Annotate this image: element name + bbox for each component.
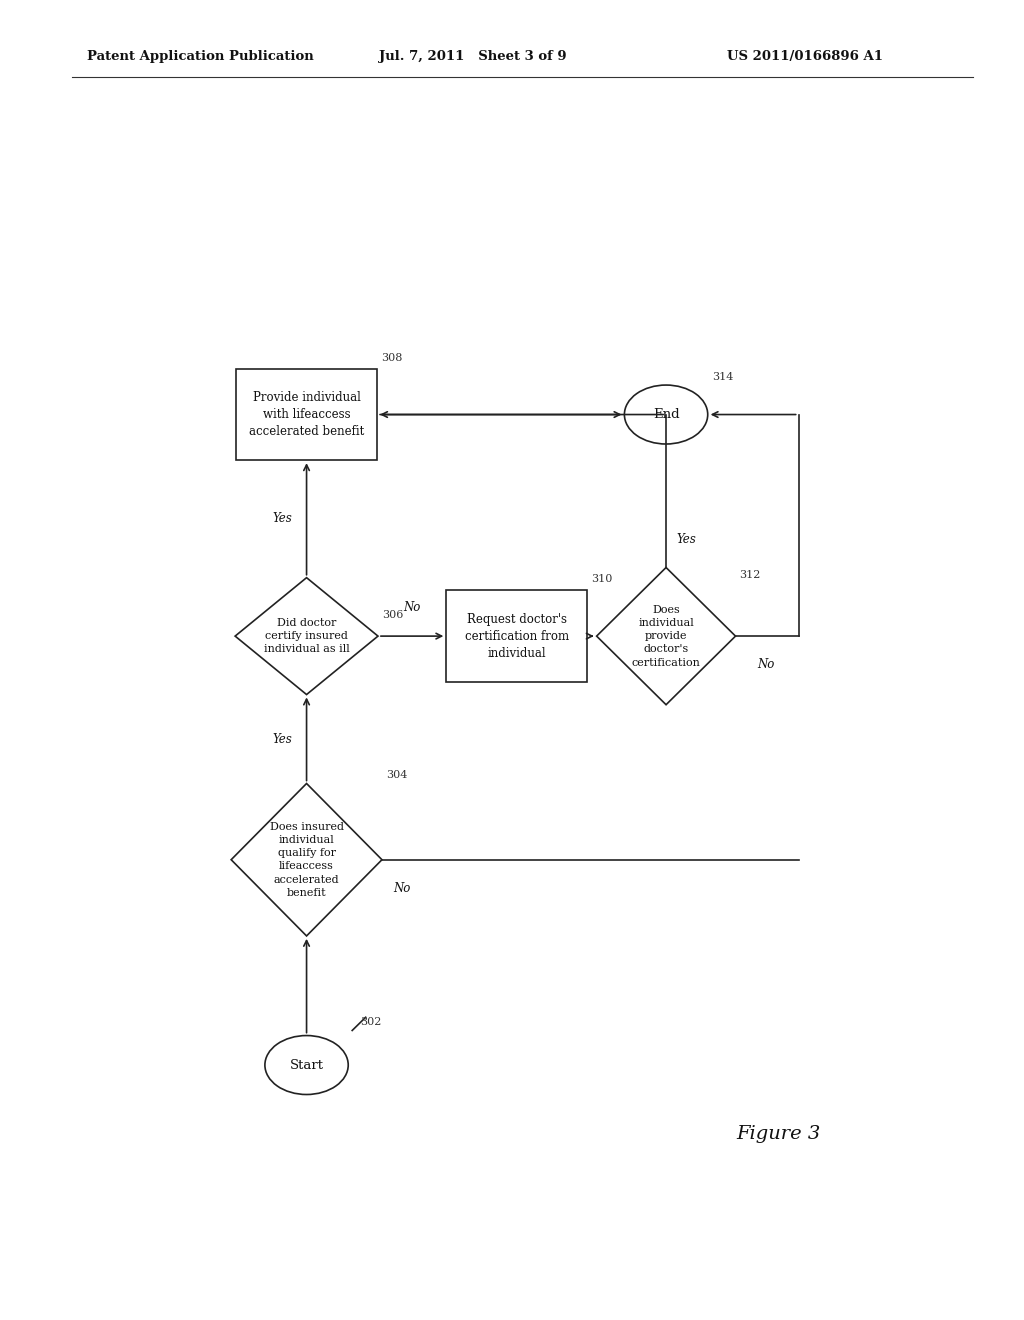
FancyBboxPatch shape (446, 590, 588, 682)
Polygon shape (236, 578, 378, 694)
Text: No: No (403, 601, 421, 614)
Polygon shape (597, 568, 735, 705)
Text: Start: Start (290, 1059, 324, 1072)
Ellipse shape (265, 1036, 348, 1094)
Text: 314: 314 (712, 372, 733, 381)
Text: 304: 304 (386, 771, 408, 780)
Ellipse shape (625, 385, 708, 444)
Text: 310: 310 (592, 574, 612, 585)
Text: 312: 312 (739, 570, 761, 579)
Text: Does insured
individual
qualify for
lifeaccess
accelerated
benefit: Does insured individual qualify for life… (269, 822, 344, 898)
Text: US 2011/0166896 A1: US 2011/0166896 A1 (727, 50, 883, 63)
Text: End: End (652, 408, 679, 421)
Polygon shape (231, 784, 382, 936)
Text: Did doctor
certify insured
individual as ill: Did doctor certify insured individual as… (264, 618, 349, 655)
Text: 306: 306 (382, 610, 403, 620)
Text: No: No (393, 882, 411, 895)
Text: Provide individual
with lifeaccess
accelerated benefit: Provide individual with lifeaccess accel… (249, 391, 365, 438)
FancyBboxPatch shape (236, 368, 377, 461)
Text: No: No (757, 659, 774, 671)
Text: Jul. 7, 2011   Sheet 3 of 9: Jul. 7, 2011 Sheet 3 of 9 (379, 50, 566, 63)
Text: Figure 3: Figure 3 (736, 1125, 821, 1143)
Text: Yes: Yes (272, 512, 293, 525)
Text: Request doctor's
certification from
individual: Request doctor's certification from indi… (465, 612, 569, 660)
Text: Yes: Yes (272, 733, 293, 746)
Text: 308: 308 (381, 352, 402, 363)
Text: Patent Application Publication: Patent Application Publication (87, 50, 313, 63)
Text: 302: 302 (360, 1018, 382, 1027)
Text: Does
individual
provide
doctor's
certification: Does individual provide doctor's certifi… (632, 605, 700, 668)
Text: Yes: Yes (676, 532, 695, 545)
